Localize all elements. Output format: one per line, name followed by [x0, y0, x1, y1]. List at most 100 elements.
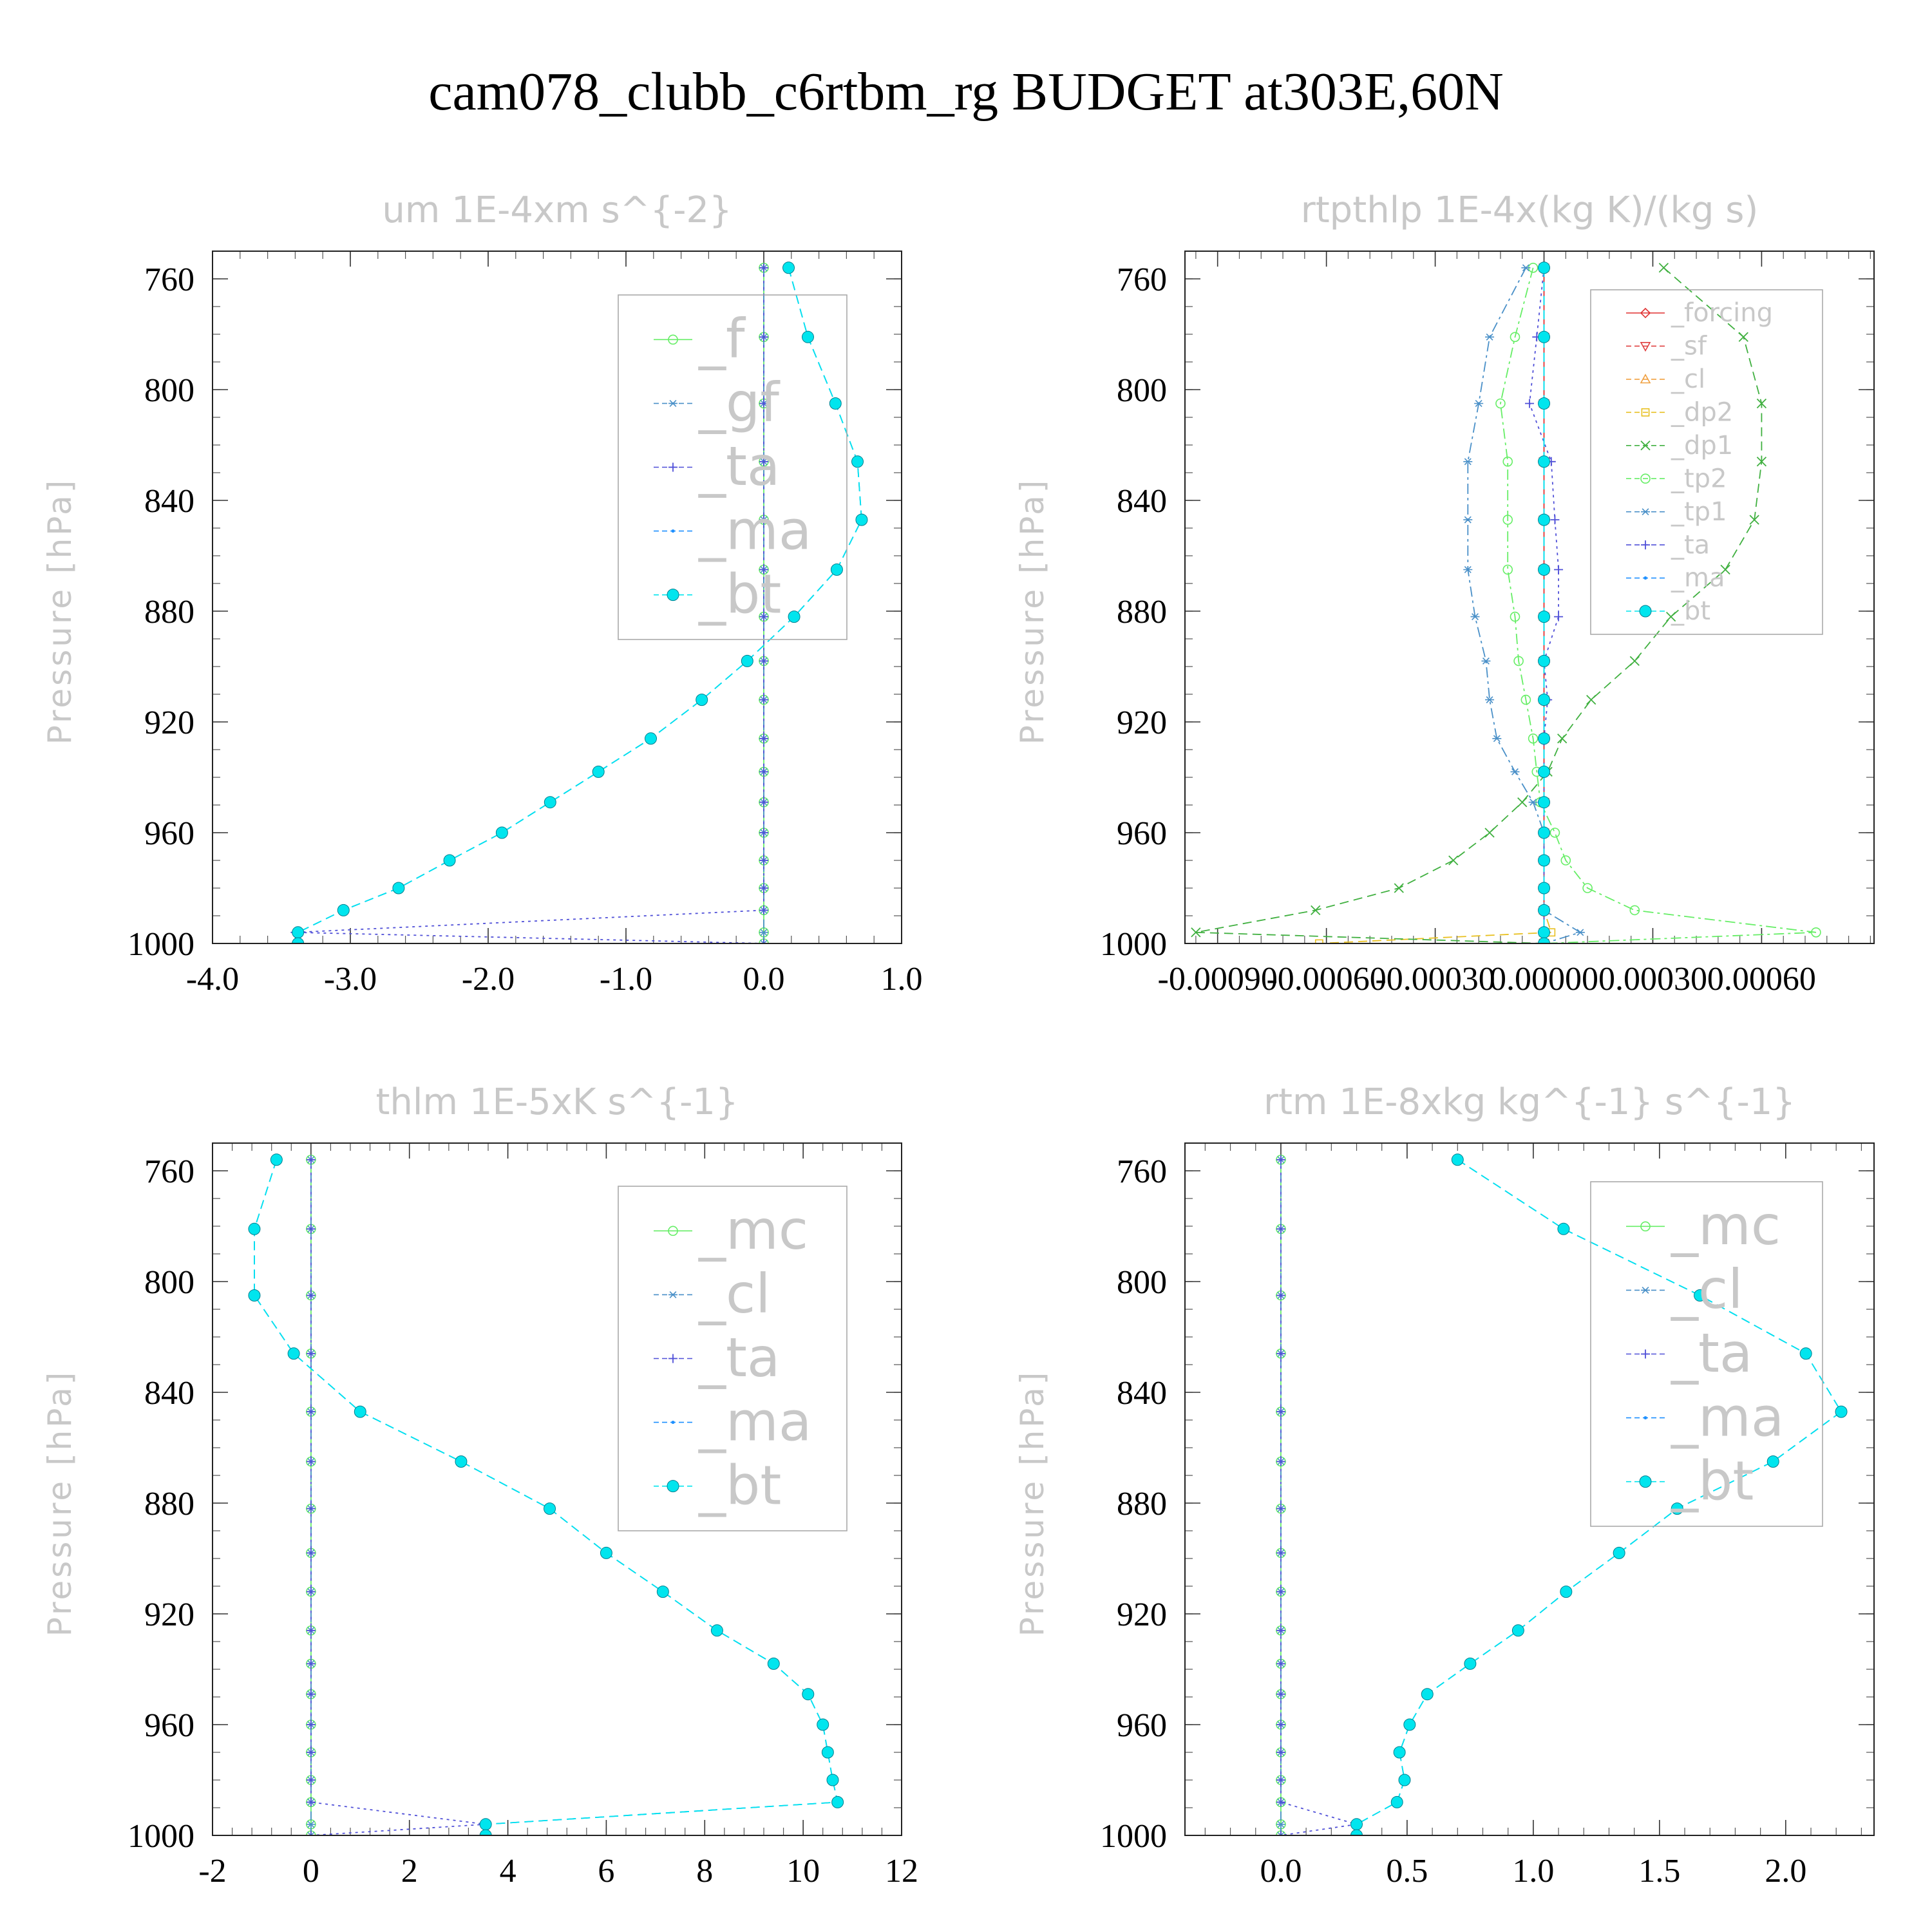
data-point-bt: [1613, 1546, 1625, 1559]
data-point-ta: [1276, 1748, 1285, 1757]
data-point-bt: [1671, 1502, 1683, 1515]
data-point-dp1: [1448, 855, 1459, 866]
data-point-ta: [1276, 1407, 1285, 1417]
legend-marker: [1639, 605, 1652, 618]
data-point-tp2: [1502, 564, 1513, 575]
legend-label: _sf: [1671, 332, 1707, 361]
legend-marker: [668, 399, 677, 407]
data-point-ta: [306, 1548, 316, 1558]
legend-label: _gf: [698, 371, 781, 434]
series-line-tp2: [1499, 267, 1817, 943]
y-axis-label: Pressure [hPa]: [41, 1370, 79, 1637]
x-tick-label: 1.0: [1512, 1853, 1554, 1889]
legend-marker: [671, 1421, 675, 1425]
data-point-gf: [759, 929, 768, 936]
y-axis-label: Pressure [hPa]: [1014, 478, 1051, 745]
data-point-tp1: [1485, 333, 1495, 341]
data-point-bt: [1538, 937, 1551, 943]
legend-marker: [1641, 1349, 1650, 1359]
data-point-bt: [1538, 261, 1551, 274]
data-point-ta: [1276, 1349, 1285, 1358]
data-point-dp1: [1517, 797, 1528, 808]
y-tick-label: 920: [144, 705, 194, 741]
figure-title: cam078_clubb_c6rtbm_rg BUDGET at303E,60N: [428, 62, 1504, 122]
data-point-bt: [802, 1688, 815, 1701]
data-point-bt: [1538, 904, 1551, 916]
data-point-tp1: [1510, 768, 1520, 775]
data-point-bt: [600, 1546, 612, 1559]
plot-area: [1191, 261, 1821, 943]
data-point-ta: [759, 828, 768, 837]
x-tick-label: -1.0: [600, 961, 652, 998]
series-line-ta: [310, 1159, 486, 1835]
data-point-ta: [306, 1587, 316, 1596]
legend-marker: [668, 462, 677, 472]
data-point-bt: [1538, 765, 1551, 778]
legend-marker: [671, 529, 675, 533]
data-point-ta: [306, 1155, 316, 1164]
legend-marker: [1640, 440, 1651, 451]
data-point-bt: [270, 1153, 283, 1166]
y-tick-label: 800: [1117, 1264, 1167, 1301]
legend-box: [1590, 1181, 1823, 1527]
data-point-bt: [1538, 611, 1551, 623]
data-point-bt: [1538, 732, 1551, 745]
x-tick-label: -4.0: [186, 961, 239, 998]
legend-label: _dp2: [1671, 398, 1733, 428]
data-point-tp1: [1485, 696, 1495, 704]
data-point-ta: [759, 695, 768, 705]
x-tick-label: -3.0: [324, 961, 377, 998]
y-tick-label: 840: [144, 483, 194, 520]
data-point-bt: [710, 1624, 723, 1637]
plot-area: [290, 261, 868, 943]
data-point-ta: [759, 767, 768, 777]
y-tick-label: 880: [1117, 1486, 1167, 1522]
x-tick-label: 4: [500, 1853, 516, 1889]
data-point-tp1: [1463, 566, 1473, 573]
data-point-bt: [1538, 513, 1551, 526]
data-point-dp1: [1756, 457, 1767, 467]
data-point-ta: [759, 905, 768, 915]
data-point-tp2: [1510, 332, 1520, 343]
data-point-ta: [1276, 1291, 1285, 1300]
data-point-bt: [645, 732, 658, 745]
series-line-dp1: [1195, 267, 1763, 943]
data-point-tp1: [1492, 735, 1502, 743]
data-point-bt: [1451, 1153, 1464, 1166]
data-point-bt: [696, 694, 708, 706]
legend-marker: [1641, 540, 1650, 550]
data-point-ta: [1525, 399, 1534, 408]
panel-3: thlm 1E-5xK s^{-1}Pressure [hPa]76080084…: [41, 1081, 918, 1889]
data-point-ta: [1276, 1689, 1285, 1699]
data-point-ta: [759, 332, 768, 342]
panel-4: rtm 1E-8xkg kg^{-1} s^{-1} Pressure [hPa]…: [1014, 1081, 1875, 1889]
y-tick-label: 1000: [1100, 926, 1167, 963]
data-point-tp2: [1549, 828, 1560, 838]
data-point-dp1: [1749, 515, 1759, 525]
data-point-ta: [1276, 1625, 1285, 1635]
data-point-dp1: [1394, 883, 1404, 893]
data-point-tp2: [1520, 694, 1531, 705]
x-tick-label: 0.0: [743, 961, 785, 998]
data-point-ta: [306, 1625, 316, 1635]
data-point-cl: [1276, 1821, 1285, 1828]
data-point-tp2: [1495, 398, 1506, 409]
data-point-tp2: [1502, 515, 1513, 525]
data-point-ta: [306, 1776, 316, 1785]
legend-marker: [1641, 408, 1650, 417]
legend-label: _cl: [698, 1262, 771, 1325]
legend-marker: [1640, 307, 1651, 319]
data-point-bt: [592, 765, 605, 778]
data-point-bt: [292, 937, 305, 943]
series-line-ta: [295, 267, 764, 943]
data-point-ta: [759, 856, 768, 865]
plot-area: [248, 1153, 844, 1835]
legend-marker: [1640, 1221, 1651, 1232]
data-point-bt: [1538, 882, 1551, 895]
legend-marker: [668, 1291, 677, 1298]
data-point-bt: [1398, 1774, 1411, 1786]
data-point-ta: [1276, 1831, 1285, 1835]
legend-marker: [667, 1480, 679, 1493]
data-point-ta: [1276, 1224, 1285, 1234]
x-tick-label: 8: [696, 1853, 713, 1889]
